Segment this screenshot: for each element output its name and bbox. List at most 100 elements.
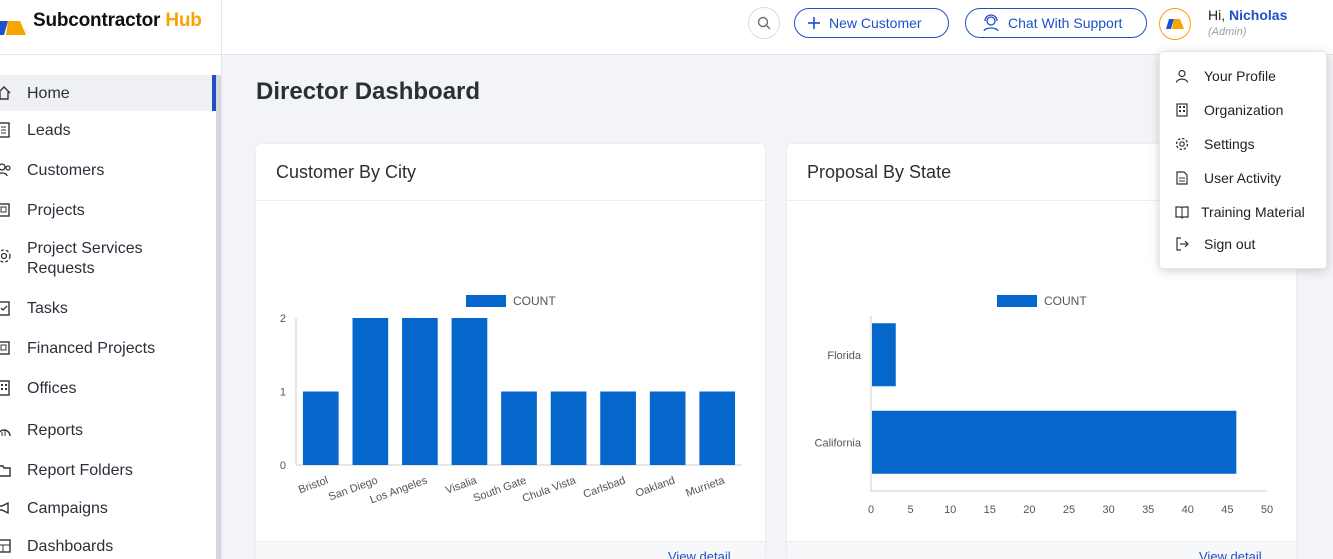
x-tick-label: Oakland xyxy=(634,475,677,500)
dashboard-icon xyxy=(0,537,12,555)
sidebar-item-label: Project Services Requests xyxy=(27,240,143,277)
x-tick-label: 10 xyxy=(944,504,956,516)
search-button[interactable] xyxy=(748,7,780,39)
menu-item-label: User Activity xyxy=(1204,170,1282,186)
brand-logo[interactable]: Subcontractor Hub xyxy=(0,0,222,55)
x-tick-label: 35 xyxy=(1142,504,1154,516)
sidebar-item-label: Report Folders xyxy=(27,462,133,479)
sidebar-item-report-folders[interactable]: Report Folders xyxy=(0,461,216,481)
page-title: Director Dashboard xyxy=(256,78,481,105)
x-tick-label: 25 xyxy=(1063,504,1075,516)
legend-swatch xyxy=(466,295,506,307)
view-detail-link[interactable]: View detail xyxy=(1199,549,1262,559)
user-avatar[interactable] xyxy=(1159,8,1191,40)
y-tick-label: California xyxy=(815,437,862,449)
customers-icon xyxy=(0,161,12,179)
sidebar: Home Leads Customers Projects Project Se… xyxy=(0,55,222,559)
x-tick-label: Murrieta xyxy=(684,474,727,499)
x-tick-label: 30 xyxy=(1102,504,1114,516)
sidebar-scrollbar[interactable] xyxy=(216,75,221,559)
sidebar-item-label: Projects xyxy=(27,202,85,219)
card-title: Customer By City xyxy=(256,144,765,201)
chat-support-label: Chat With Support xyxy=(1008,15,1123,31)
sidebar-item-label: Customers xyxy=(27,162,105,179)
sidebar-item-label: Financed Projects xyxy=(27,340,156,357)
signout-icon xyxy=(1174,236,1190,252)
user-icon xyxy=(1174,68,1190,84)
chat-support-button[interactable]: Chat With Support xyxy=(965,8,1147,38)
offices-icon xyxy=(0,379,12,397)
y-tick-label: 2 xyxy=(280,313,286,325)
menu-item-your-profile[interactable]: Your Profile xyxy=(1174,68,1276,84)
y-tick-label: Florida xyxy=(827,350,862,362)
bar xyxy=(699,391,736,465)
x-tick-label: Carlsbad xyxy=(582,475,627,501)
sidebar-item-campaigns[interactable]: Campaigns xyxy=(0,499,216,519)
new-customer-button[interactable]: New Customer xyxy=(794,8,949,38)
bar xyxy=(352,318,389,465)
tasks-icon xyxy=(0,299,12,317)
menu-item-user-activity[interactable]: User Activity xyxy=(1174,170,1281,186)
user-role: (Admin) xyxy=(1208,26,1247,38)
sidebar-item-offices[interactable]: Offices xyxy=(0,379,216,399)
top-header: Subcontractor Hub New Customer Chat With… xyxy=(0,0,1333,55)
card-footer: View detail xyxy=(787,541,1296,559)
building-icon xyxy=(1174,102,1190,118)
menu-item-organization[interactable]: Organization xyxy=(1174,102,1283,118)
bar xyxy=(302,391,339,465)
sidebar-item-label: Offices xyxy=(27,380,77,397)
x-tick-label: Chula Vista xyxy=(521,474,579,505)
menu-item-training-material[interactable]: Training Material xyxy=(1174,204,1305,220)
user-greeting: Hi, Nicholas xyxy=(1208,7,1288,23)
gear-icon xyxy=(0,247,12,265)
sidebar-item-label: Tasks xyxy=(27,300,68,317)
folder-icon xyxy=(0,461,12,479)
user-info[interactable]: Hi, Nicholas (Admin) xyxy=(1208,7,1287,38)
sidebar-item-customers[interactable]: Customers xyxy=(0,161,216,181)
home-icon xyxy=(0,84,12,102)
legend-label: COUNT xyxy=(513,294,556,308)
view-detail-link[interactable]: View detail xyxy=(668,549,731,559)
leads-icon xyxy=(0,121,12,139)
sidebar-item-project-services-requests[interactable]: Project Services Requests xyxy=(0,239,216,279)
sidebar-item-label: Leads xyxy=(27,122,71,139)
legend-swatch xyxy=(997,295,1037,307)
sidebar-item-financed-projects[interactable]: Financed Projects xyxy=(0,339,216,359)
reports-icon xyxy=(0,421,12,439)
sidebar-item-home[interactable]: Home xyxy=(0,75,216,111)
menu-item-sign-out[interactable]: Sign out xyxy=(1174,236,1255,252)
sidebar-item-label: Reports xyxy=(27,422,84,439)
card-footer: View detail xyxy=(256,541,765,559)
y-tick-label: 0 xyxy=(280,460,286,472)
menu-item-settings[interactable]: Settings xyxy=(1174,136,1255,152)
x-tick-label: 0 xyxy=(868,504,874,516)
x-tick-label: 50 xyxy=(1261,504,1273,516)
sidebar-item-label: Dashboards xyxy=(27,538,114,555)
y-tick-label: 1 xyxy=(280,387,286,399)
document-icon xyxy=(1174,170,1190,186)
sidebar-item-leads[interactable]: Leads xyxy=(0,121,216,141)
sidebar-item-label: Campaigns xyxy=(27,500,108,517)
megaphone-icon xyxy=(0,499,12,517)
menu-item-label: Your Profile xyxy=(1204,68,1276,84)
menu-item-label: Organization xyxy=(1204,102,1284,118)
x-tick-label: South Gate xyxy=(472,475,528,505)
x-tick-label: 20 xyxy=(1023,504,1035,516)
x-tick-label: Los Angeles xyxy=(368,474,429,506)
menu-item-label: Sign out xyxy=(1204,236,1256,252)
user-menu-dropdown: Your Profile Organization Settings User … xyxy=(1159,51,1327,269)
search-icon xyxy=(757,16,771,30)
x-tick-label: 5 xyxy=(908,504,914,516)
bar xyxy=(872,410,1237,474)
sidebar-item-tasks[interactable]: Tasks xyxy=(0,299,216,319)
menu-item-label: Settings xyxy=(1204,136,1255,152)
proposal-by-state-chart: COUNT 0 5 10 15 20 25 30 35 40 45 50 Florida Californ… xyxy=(815,294,1274,516)
sidebar-item-reports[interactable]: Reports xyxy=(0,421,216,441)
book-icon xyxy=(1174,204,1190,220)
brand-name: Subcontractor Hub xyxy=(33,9,202,31)
legend-label: COUNT xyxy=(1044,294,1087,308)
sidebar-item-dashboards[interactable]: Dashboards xyxy=(0,537,216,557)
card-title: Proposal By State xyxy=(787,144,1296,201)
sidebar-item-projects[interactable]: Projects xyxy=(0,201,216,221)
